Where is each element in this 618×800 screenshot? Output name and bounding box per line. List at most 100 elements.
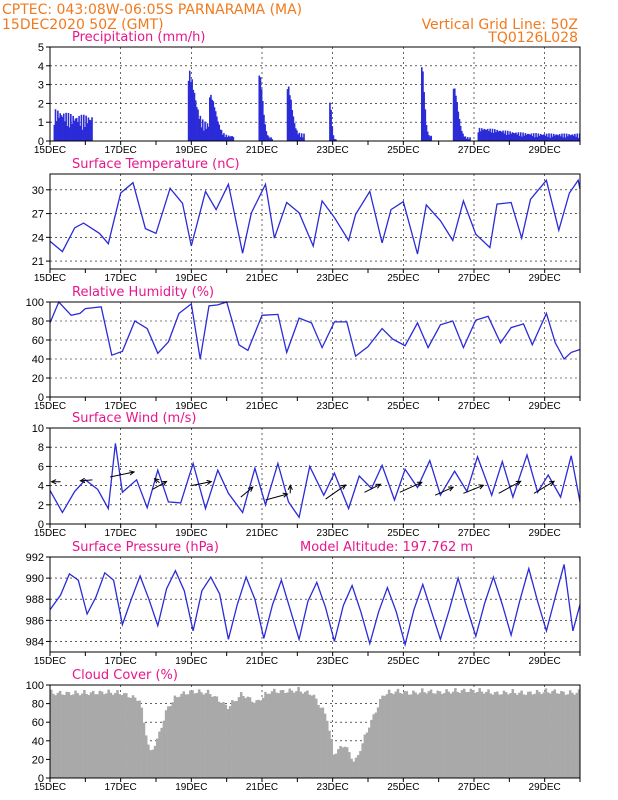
precip-bar — [524, 133, 527, 141]
precip-bar — [221, 134, 224, 141]
cloud-bar — [215, 696, 219, 778]
cloud-bar — [50, 689, 53, 778]
cloud-bar — [83, 689, 86, 778]
wind-vector — [325, 484, 347, 500]
precip-bar — [60, 115, 63, 141]
cloud-bar — [100, 691, 104, 778]
precip-bar — [53, 124, 56, 141]
wind-y-tick-label: 0 — [38, 519, 44, 531]
cloud-bar — [186, 694, 190, 778]
temp-x-tick-label: 19DEC — [175, 273, 207, 284]
precip-bar — [303, 133, 305, 141]
cloud-y-tick-label: 80 — [32, 699, 44, 711]
cloud-bar — [111, 694, 115, 778]
precip-bar — [71, 123, 73, 141]
precip-bar — [90, 120, 92, 141]
cloud-bar — [56, 692, 60, 778]
precip-bar — [463, 136, 465, 141]
precip-bar — [543, 134, 546, 141]
precip-bar — [461, 130, 463, 141]
cloud-bar — [142, 722, 146, 778]
precip-bar — [300, 133, 303, 141]
cloud-bar — [178, 696, 181, 778]
cloud-bar — [303, 691, 307, 778]
wind-y-tick-label: 2 — [38, 500, 44, 512]
precip-bar — [289, 95, 291, 141]
cloud-bar — [129, 697, 133, 778]
precip-bar — [562, 137, 564, 141]
precip-bar — [545, 133, 548, 141]
cloud-bar — [133, 697, 137, 778]
cloud-bar — [94, 694, 97, 778]
cloud-bar — [379, 698, 382, 778]
precip-bar — [299, 136, 302, 141]
cloud-y-tick-label: 100 — [26, 680, 44, 692]
precip-bar — [262, 100, 264, 141]
cloud-bar — [491, 694, 495, 778]
precip-bar — [577, 137, 580, 141]
precip-bar — [506, 130, 509, 141]
cloud-bar — [246, 696, 250, 778]
cloud-bar — [507, 694, 510, 778]
cloud-bar — [222, 701, 225, 778]
wind-vector-head — [375, 483, 382, 489]
wind-x-tick-label: 27DEC — [458, 528, 490, 539]
wind-x-tick-label: 21DEC — [246, 528, 278, 539]
cloud-bar — [87, 695, 91, 778]
precip-bar — [212, 101, 215, 141]
precip-bar — [516, 134, 518, 141]
cloud-bar — [540, 694, 543, 778]
cloud-bar — [109, 692, 113, 778]
cloud-y-tick-label: 20 — [32, 754, 44, 766]
temp-y-tick-label: 30 — [32, 185, 44, 197]
press-x-tick-label: 29DEC — [529, 656, 561, 667]
cloud-bar — [398, 692, 402, 778]
precip-bar — [67, 112, 70, 141]
cloud-bar — [114, 693, 117, 778]
precip-bar — [333, 139, 336, 141]
precip-bar — [55, 120, 58, 141]
cloud-bar — [476, 691, 479, 778]
precip-bar — [270, 137, 272, 141]
cloud-bar — [339, 745, 342, 778]
cloud-bar — [462, 688, 466, 778]
precip-bar — [87, 117, 90, 141]
precip-bar — [479, 131, 482, 141]
cloud-bar — [451, 691, 455, 778]
cloud-bar — [310, 695, 314, 778]
wind-vector — [364, 483, 382, 493]
cloud-bar — [478, 688, 481, 778]
cloud-bar — [334, 753, 338, 778]
precip-bar — [551, 136, 554, 141]
cloud-bar — [527, 691, 530, 778]
precip-bar — [519, 132, 522, 141]
cloud-bar — [266, 693, 269, 778]
cloud-bar — [323, 713, 327, 778]
cloud-bar — [341, 747, 345, 778]
cloud-bar — [105, 693, 108, 778]
precip-bar — [514, 133, 516, 141]
precip-bar — [456, 101, 458, 141]
precip-bar — [193, 92, 196, 141]
rh-frame — [49, 301, 581, 398]
cloud-bar — [116, 690, 119, 778]
cloud-bar — [560, 690, 563, 778]
cloud-bar — [226, 709, 230, 778]
rh-y-tick-label: 40 — [32, 354, 44, 366]
precip-bar — [62, 113, 65, 141]
rh-x-tick-label: 15DEC — [34, 401, 66, 412]
precip-bar — [458, 119, 461, 141]
precip-bar — [457, 111, 460, 141]
cloud-bar — [255, 700, 258, 778]
temp-y-tick-label: 24 — [32, 232, 44, 244]
cloud-title: Cloud Cover (%) — [72, 668, 178, 683]
wind-vector-head — [153, 477, 160, 484]
precip-bar — [459, 125, 462, 141]
cloud-bar — [434, 693, 437, 778]
cloud-bar — [500, 694, 504, 778]
cloud-bar — [474, 692, 477, 778]
temp-y-tick-label: 21 — [32, 256, 44, 268]
cloud-bar — [392, 694, 395, 778]
precip-bar — [452, 88, 455, 141]
cloud-bar — [98, 690, 102, 778]
